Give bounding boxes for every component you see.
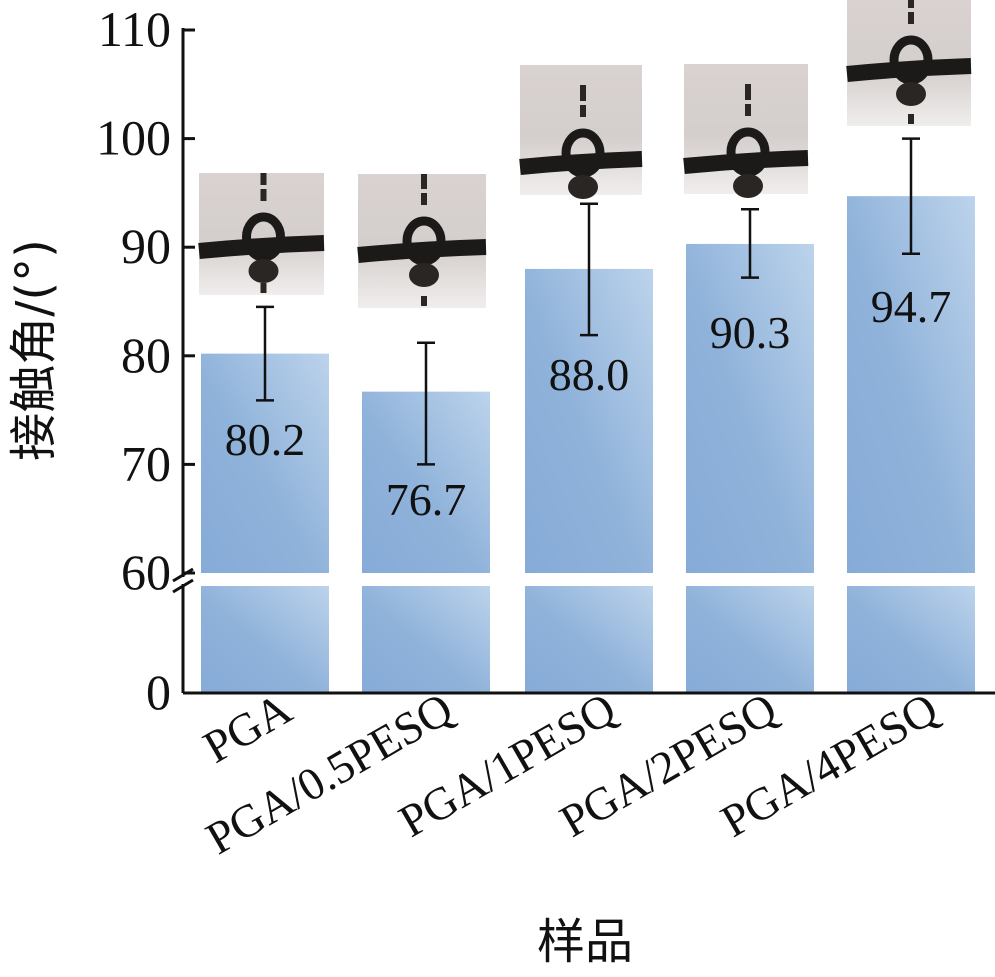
axis-break-mark [172, 567, 194, 583]
x-tick-label: PGA [195, 682, 300, 772]
y-tick-label: 110 [98, 1, 171, 57]
data-label: 76.7 [386, 474, 467, 525]
droplet-inset-image [846, 0, 972, 126]
bar-lower [525, 586, 653, 693]
value-labels: 80.2 76.7 88.0 90.3 94.7 [225, 281, 952, 525]
bar-lower [201, 586, 329, 693]
x-axis-title: 样品 [537, 914, 633, 970]
y-tick-label: 100 [96, 110, 171, 166]
axis-break-mark [172, 578, 194, 594]
droplet-inset-image [519, 65, 643, 199]
axes [172, 28, 995, 695]
droplet-inset-image [198, 173, 325, 295]
bar-lower [362, 586, 490, 693]
y-tick-label: 0 [146, 664, 171, 720]
bar-lower [847, 586, 975, 693]
droplet-inset-image [683, 64, 809, 198]
y-tick-label: 60 [121, 544, 171, 600]
y-tick-label: 80 [121, 327, 171, 383]
data-label: 94.7 [871, 281, 952, 332]
bar-lower [686, 586, 814, 693]
droplet-insets [198, 0, 972, 308]
y-tick-label: 70 [121, 435, 171, 491]
y-ticks: 0 60 70 80 90 100 110 [96, 1, 195, 720]
data-label: 88.0 [549, 349, 630, 400]
bar [686, 243, 814, 573]
droplet-inset-image [357, 174, 487, 308]
data-label: 80.2 [225, 414, 306, 465]
data-label: 90.3 [710, 307, 791, 358]
error-bars [256, 137, 920, 466]
bar [847, 196, 975, 573]
y-tick-label: 90 [121, 218, 171, 274]
x-tick-labels: PGAPGA/0.5PESQPGA/1PESQPGA/2PESQPGA/4PES… [195, 682, 946, 864]
y-axis-title: 接触角/(°) [6, 239, 62, 461]
